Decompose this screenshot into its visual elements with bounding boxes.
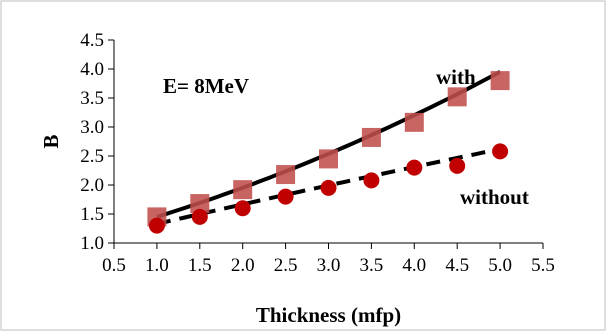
data-point-circle [449, 157, 466, 174]
trend-line-1 [156, 147, 501, 226]
y-tick-label: 1.0 [80, 233, 104, 254]
x-tick-label: 4.0 [402, 255, 426, 276]
data-point-square [404, 112, 424, 132]
y-tick-label: 3.0 [80, 117, 104, 138]
y-axis-title: B [39, 134, 63, 148]
x-tick-label: 0.5 [102, 255, 126, 276]
x-tick-label: 3.0 [317, 255, 341, 276]
energy-annotation: E= 8MeV [163, 74, 249, 98]
x-tick-label: 3.5 [360, 255, 384, 276]
data-point-circle [148, 217, 165, 234]
y-tick-label: 2.5 [80, 146, 104, 167]
with-label: with [436, 65, 476, 89]
without-label: without [460, 185, 529, 209]
y-tick-label: 1.5 [80, 204, 104, 225]
data-point-circle [234, 200, 251, 217]
data-point-circle [320, 179, 337, 196]
x-tick-label: 5.0 [488, 255, 512, 276]
data-point-square [319, 149, 338, 169]
data-point-square [361, 127, 381, 147]
data-point-circle [191, 208, 208, 225]
y-tick-label: 4.5 [80, 30, 104, 51]
x-tick-label: 1.5 [188, 255, 212, 276]
data-point-square [276, 165, 296, 185]
data-point-circle [277, 188, 294, 205]
x-tick-label: 5.5 [531, 255, 555, 276]
data-point-circle [406, 159, 423, 176]
data-point-square [447, 87, 467, 107]
x-tick-label: 2.0 [231, 255, 255, 276]
data-point-square [233, 180, 253, 200]
y-tick-label: 3.5 [80, 88, 104, 109]
data-point-square [190, 194, 210, 214]
x-tick-label: 4.5 [445, 255, 469, 276]
x-tick-label: 1.0 [145, 255, 169, 276]
y-tick-label: 2.0 [80, 175, 104, 196]
data-point-square [490, 71, 510, 91]
y-tick-label: 4.0 [80, 59, 104, 80]
x-axis-title: Thickness (mfp) [256, 303, 401, 327]
data-point-circle [363, 172, 380, 189]
x-tick-label: 2.5 [274, 255, 298, 276]
data-point-circle [492, 143, 509, 160]
